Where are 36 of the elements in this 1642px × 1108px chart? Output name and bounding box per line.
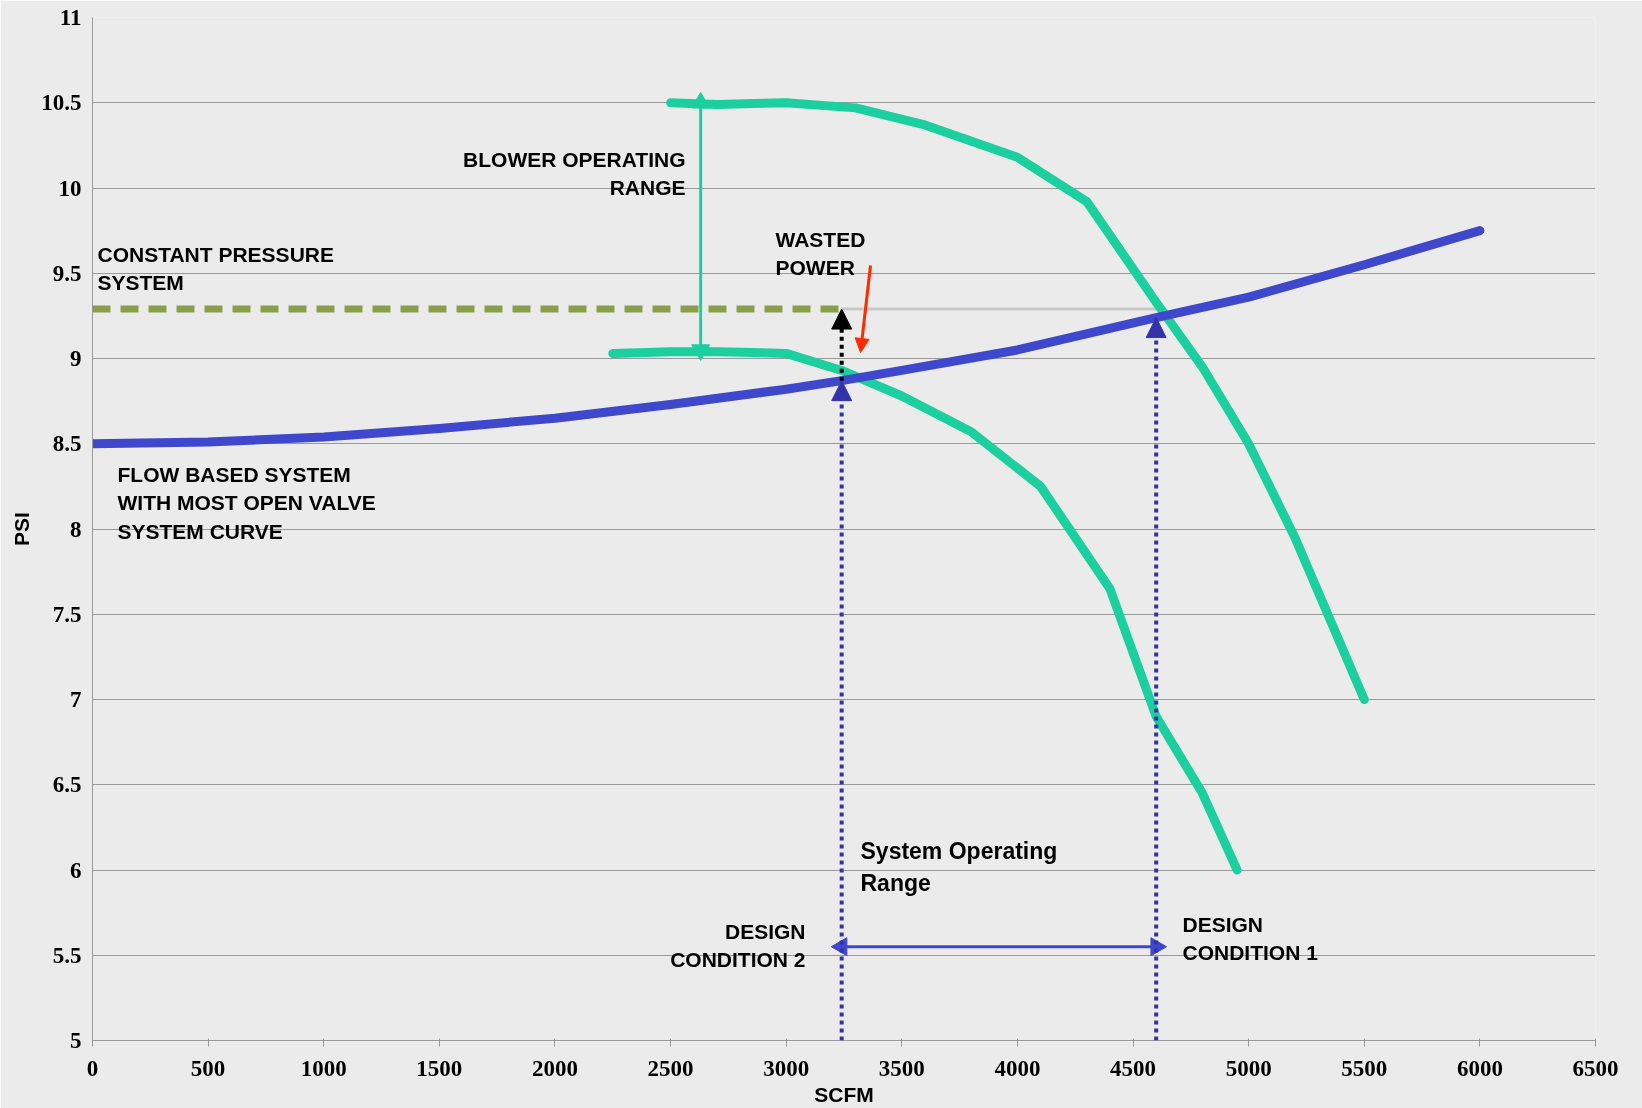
x-tick-label: 6000 xyxy=(1456,1055,1503,1081)
x-tick-label: 5500 xyxy=(1341,1055,1388,1081)
x-tick-label: 1000 xyxy=(300,1055,347,1081)
x-tick-label: 3500 xyxy=(878,1055,925,1081)
x-tick-label: 2000 xyxy=(531,1055,578,1081)
y-tick-label: 10.5 xyxy=(41,90,82,116)
y-tick-label: 8 xyxy=(70,516,82,542)
annotation: FLOW BASED SYSTEM WITH MOST OPEN VALVE SYSTEM CURVE xyxy=(117,462,376,543)
x-tick-label: 4500 xyxy=(1110,1055,1157,1081)
annotation: System Operating Range xyxy=(860,837,1058,896)
y-tick-label: 11 xyxy=(59,5,82,30)
y-tick-label: 6.5 xyxy=(52,772,82,798)
y-tick-label: 5.5 xyxy=(52,942,82,968)
x-tick-label: 1500 xyxy=(416,1055,463,1081)
x-tick-label: 3000 xyxy=(763,1055,810,1081)
x-tick-label: 4000 xyxy=(994,1055,1041,1081)
x-tick-label: 5000 xyxy=(1225,1055,1272,1081)
annotation: CONSTANT PRESSURE SYSTEM xyxy=(97,242,334,295)
x-tick-label: 2500 xyxy=(647,1055,694,1081)
x-tick-label: 0 xyxy=(86,1055,99,1081)
annotation: DESIGN CONDITION 1 xyxy=(1182,912,1319,965)
y-tick-label: 7 xyxy=(70,687,82,712)
y-tick-label: 10 xyxy=(58,175,82,201)
y-tick-label: 9.5 xyxy=(52,260,82,286)
annotation: BLOWER OPERATING RANGE xyxy=(463,147,686,200)
annotation: DESIGN CONDITION 2 xyxy=(670,919,806,972)
annotation: WASTED POWER xyxy=(775,227,866,280)
x-axis-title: SCFM xyxy=(814,1082,874,1106)
y-tick-label: 5 xyxy=(70,1028,82,1053)
y-tick-label: 6 xyxy=(70,857,82,883)
y-tick-label: 8.5 xyxy=(52,431,82,457)
y-axis-title: PSI xyxy=(10,512,34,546)
y-tick-label: 9 xyxy=(70,346,82,371)
y-tick-label: 7.5 xyxy=(52,601,82,627)
x-tick-label: 500 xyxy=(190,1055,226,1081)
x-tick-label: 6500 xyxy=(1572,1055,1619,1081)
